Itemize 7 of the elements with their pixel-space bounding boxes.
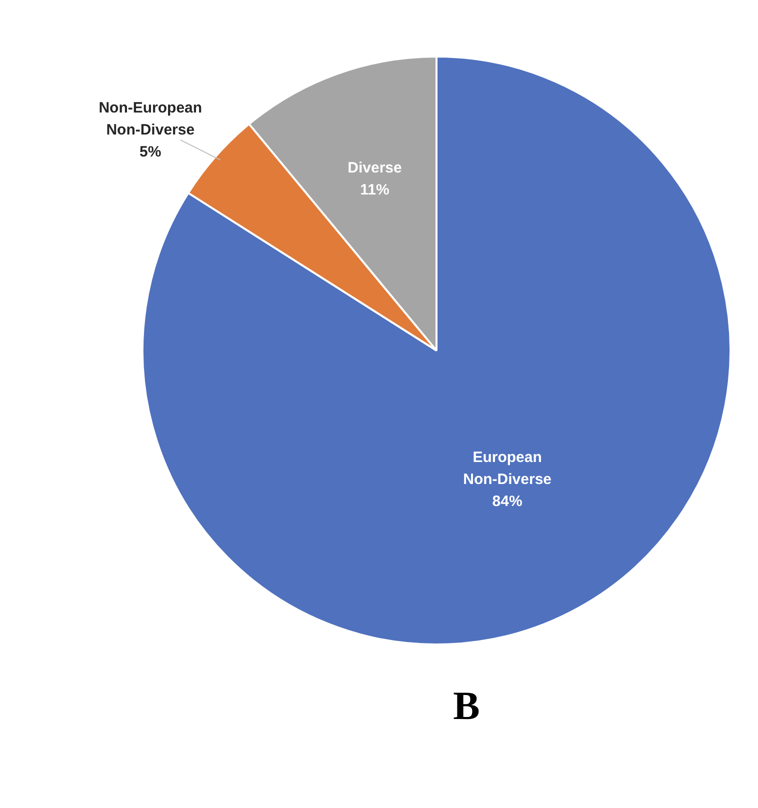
text: B (453, 683, 480, 728)
slice-label: Diverse (348, 159, 402, 176)
data-label: 5% (140, 143, 162, 160)
data-label: 84% (492, 492, 522, 510)
slice-label: Non-European Non-Diverse (98, 99, 202, 138)
slice-label: European Non-Diverse (463, 448, 552, 488)
data-label: 11% (360, 181, 390, 198)
